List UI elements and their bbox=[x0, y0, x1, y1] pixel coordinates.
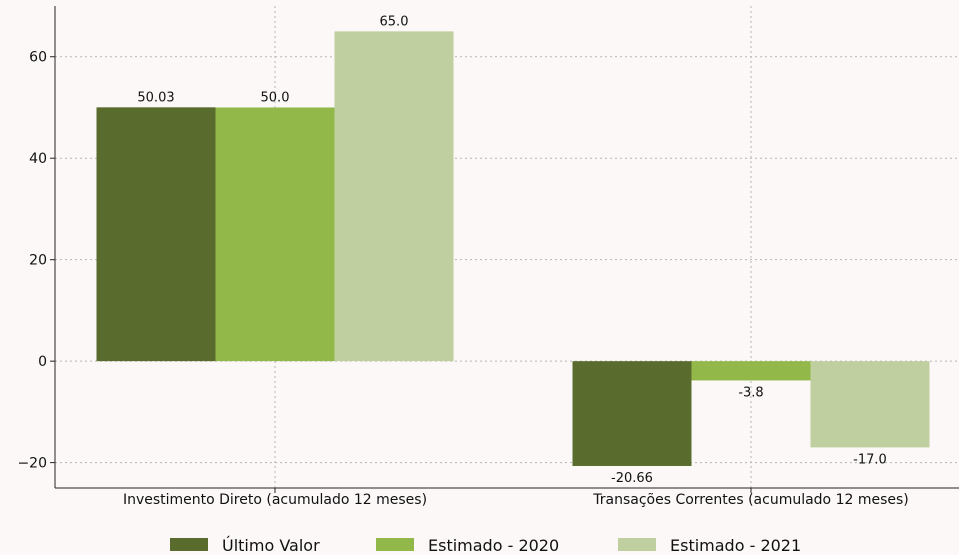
legend-item: Estimado - 2021 bbox=[618, 536, 801, 555]
bar bbox=[810, 361, 930, 448]
data-label: 50.0 bbox=[261, 90, 290, 105]
legend-swatch bbox=[376, 538, 414, 551]
bar bbox=[572, 361, 692, 466]
bar bbox=[96, 107, 216, 362]
y-tick-label: 40 bbox=[29, 151, 47, 167]
legend-item: Estimado - 2020 bbox=[376, 536, 559, 555]
bar bbox=[334, 31, 454, 362]
bar bbox=[215, 107, 335, 362]
legend-swatch bbox=[170, 538, 208, 551]
x-axis-categories: Investimento Direto (acumulado 12 meses)… bbox=[123, 488, 909, 508]
data-label: 65.0 bbox=[380, 14, 409, 29]
category-label: Transações Correntes (acumulado 12 meses… bbox=[592, 492, 909, 508]
legend-swatch bbox=[618, 538, 656, 551]
axes bbox=[54, 6, 959, 489]
bar-series bbox=[96, 31, 930, 466]
legend-label: Último Valor bbox=[222, 536, 320, 555]
legend-item: Último Valor bbox=[170, 536, 320, 555]
y-tick-label: 20 bbox=[29, 253, 47, 269]
data-label: -3.8 bbox=[738, 385, 763, 400]
data-labels: 50.03 -20.66 50.0 -3.8 65.0 -17.0 bbox=[137, 14, 886, 486]
category-label: Investimento Direto (acumulado 12 meses) bbox=[123, 492, 427, 508]
data-label: 50.03 bbox=[137, 90, 174, 105]
y-tick-label: 60 bbox=[29, 50, 47, 66]
y-tick-label: 0 bbox=[38, 354, 47, 370]
data-label: -20.66 bbox=[611, 471, 653, 486]
y-tick-label: −20 bbox=[17, 456, 47, 472]
y-axis-ticks: −20 0 20 40 60 bbox=[17, 50, 55, 472]
data-label: -17.0 bbox=[853, 452, 887, 467]
bar bbox=[691, 361, 811, 381]
legend: Último Valor Estimado - 2020 Estimado - 20… bbox=[170, 536, 801, 555]
legend-label: Estimado - 2020 bbox=[428, 536, 559, 555]
legend-label: Estimado - 2021 bbox=[670, 536, 801, 555]
